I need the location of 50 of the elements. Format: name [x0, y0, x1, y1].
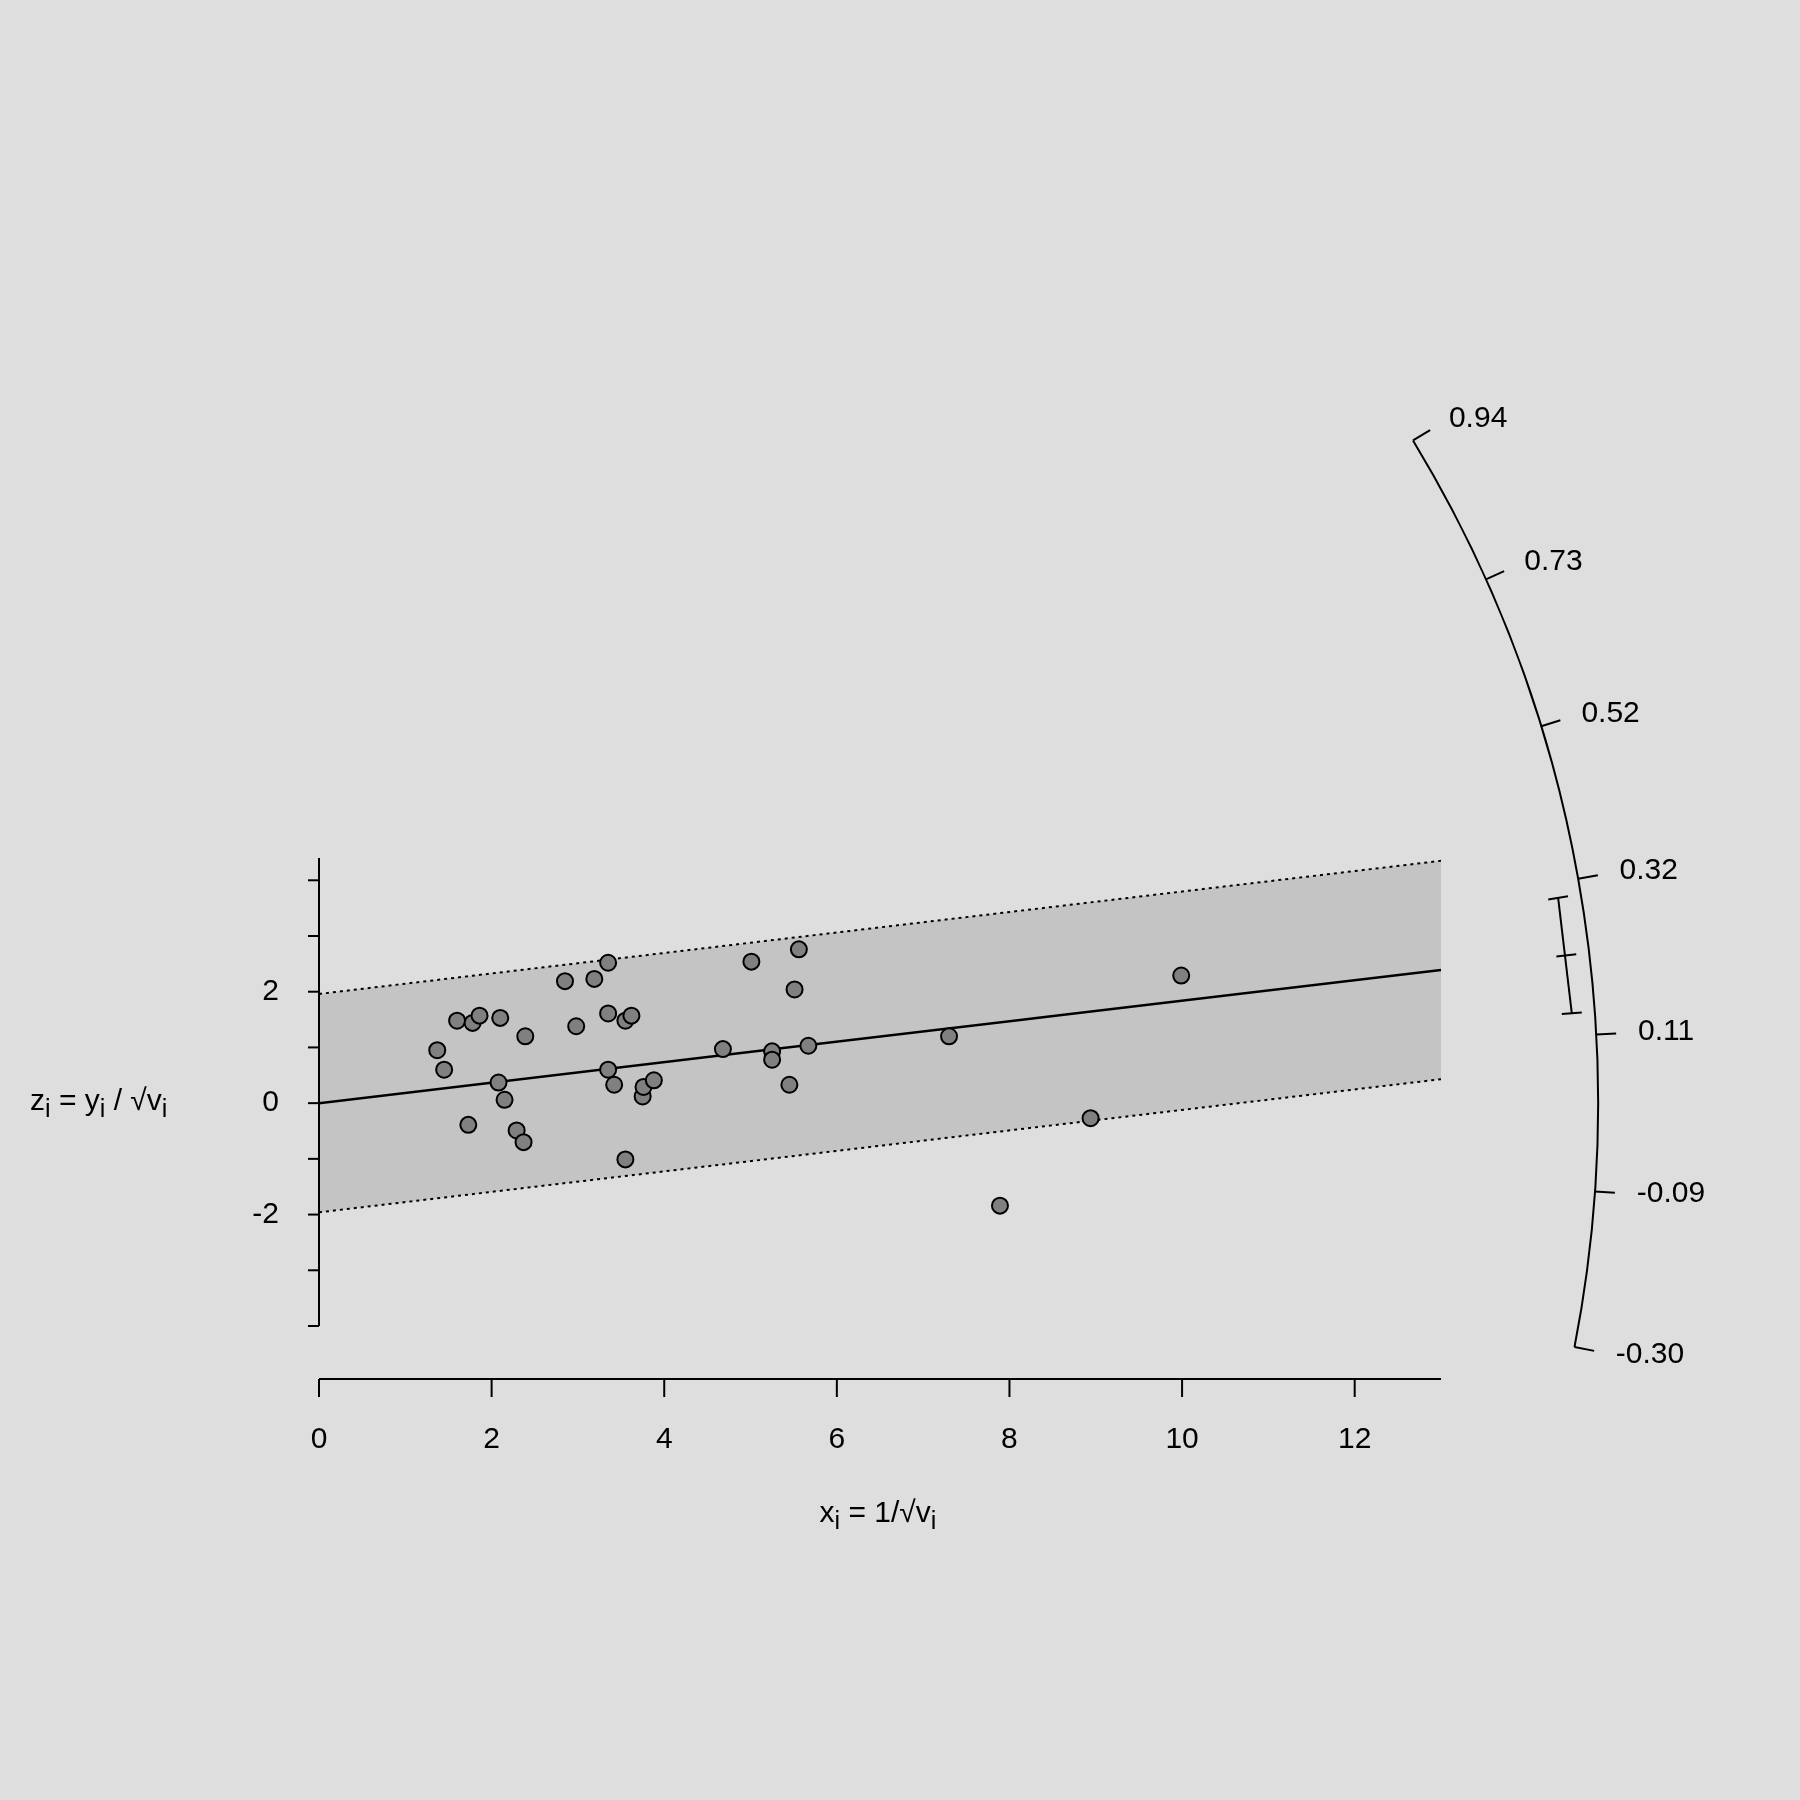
x-tick-label: 8	[1001, 1421, 1018, 1455]
point	[713, 1040, 732, 1059]
point	[435, 1060, 454, 1079]
point	[990, 1196, 1009, 1215]
point	[514, 1133, 533, 1152]
y-tick-label: 2	[262, 972, 279, 1006]
point	[428, 1041, 447, 1060]
x-tick-label: 6	[828, 1421, 846, 1455]
text: 0.32	[1619, 852, 1678, 886]
point	[644, 1071, 663, 1090]
point	[448, 1011, 467, 1030]
point	[605, 1075, 624, 1094]
y-tick-label: 0	[262, 1084, 279, 1118]
point	[763, 1050, 782, 1069]
point	[616, 1150, 635, 1169]
point	[516, 1027, 535, 1046]
text: -0.30	[1615, 1335, 1685, 1369]
text: 0.73	[1524, 543, 1583, 577]
point	[599, 953, 618, 972]
x-tick-label: 10	[1165, 1421, 1199, 1455]
x-axis-title: x$_{i}$ = 1/√v$_{i}$	[819, 1495, 937, 1535]
point	[599, 1060, 618, 1079]
text: 0.52	[1581, 694, 1640, 728]
point	[555, 972, 574, 991]
point	[940, 1027, 959, 1046]
point	[470, 1006, 489, 1025]
x-tick-label: 12	[1338, 1421, 1372, 1455]
point	[622, 1006, 641, 1025]
point	[799, 1036, 818, 1055]
x-tick-label: 2	[483, 1421, 500, 1455]
point	[780, 1075, 799, 1094]
point	[567, 1017, 586, 1036]
point	[489, 1073, 508, 1092]
point	[491, 1008, 510, 1027]
point	[1172, 966, 1191, 985]
text: 0.94	[1448, 399, 1508, 433]
point	[785, 980, 804, 999]
point	[742, 952, 761, 971]
point	[459, 1115, 478, 1134]
y-axis-title: z$_{i}$ = y$_{i}$ / √v$_{i}$	[30, 1083, 168, 1123]
text: -0.09	[1636, 1175, 1706, 1209]
point	[1081, 1109, 1100, 1128]
point	[599, 1004, 618, 1023]
text: 0.11	[1638, 1013, 1695, 1047]
x-tick-label: 4	[655, 1421, 673, 1455]
point	[495, 1090, 514, 1109]
y-tick-label: -2	[252, 1195, 279, 1229]
point	[789, 940, 808, 959]
point	[585, 969, 604, 988]
x-tick-label: 0	[310, 1421, 328, 1455]
